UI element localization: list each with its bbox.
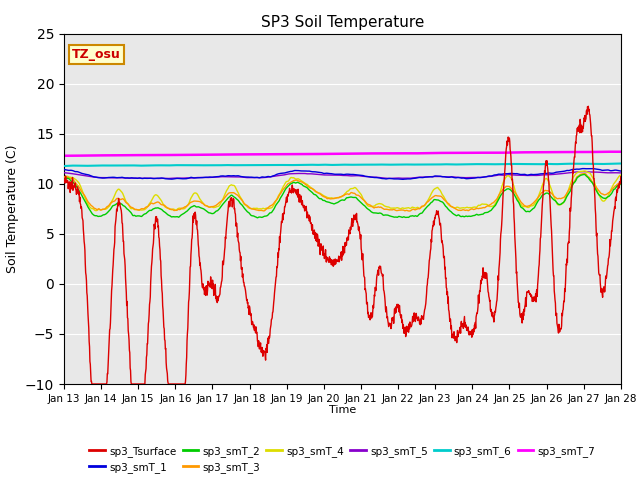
sp3_smT_2 [253,215,261,221]
sp3_smT_5 [551,171,559,177]
sp3_smT_3 [60,174,68,180]
sp3_smT_2 [246,212,254,217]
sp3_smT_4 [502,174,509,180]
sp3_smT_5 [171,175,179,181]
sp3_smT_6 [551,161,559,167]
sp3_smT_5 [246,175,254,180]
sp3_smT_1 [398,177,406,182]
Line: sp3_smT_7: sp3_smT_7 [64,152,621,156]
sp3_smT_4 [92,208,100,214]
sp3_smT_4 [429,188,437,193]
sp3_smT_7 [170,152,178,158]
Line: sp3_smT_4: sp3_smT_4 [64,171,621,211]
sp3_smT_2 [617,180,625,186]
sp3_Tsurface [60,178,68,183]
sp3_smT_3 [551,194,559,200]
Line: sp3_smT_1: sp3_smT_1 [64,168,621,180]
Y-axis label: Soil Temperature (C): Soil Temperature (C) [6,144,19,273]
sp3_smT_5 [154,176,161,181]
sp3_Tsurface [551,297,559,303]
sp3_smT_4 [184,202,192,207]
sp3_smT_6 [502,161,509,167]
sp3_smT_3 [170,208,178,214]
sp3_smT_2 [184,207,191,213]
sp3_Tsurface [246,312,254,318]
sp3_smT_6 [246,162,254,168]
sp3_smT_4 [617,172,625,178]
sp3_Tsurface [584,103,592,109]
sp3_smT_5 [617,170,625,176]
sp3_smT_3 [429,194,437,200]
sp3_smT_7 [429,150,436,156]
sp3_smT_2 [551,198,559,204]
Line: sp3_smT_5: sp3_smT_5 [64,172,621,179]
sp3_smT_7 [551,149,559,155]
sp3_smT_4 [246,205,254,211]
Line: sp3_smT_6: sp3_smT_6 [64,164,621,166]
sp3_smT_6 [184,162,191,168]
sp3_smT_2 [170,214,178,220]
sp3_smT_2 [429,198,437,204]
X-axis label: Time: Time [329,405,356,415]
sp3_smT_7 [607,149,614,155]
sp3_smT_1 [551,169,559,175]
sp3_smT_7 [617,149,625,155]
sp3_smT_4 [551,196,559,202]
sp3_smT_7 [184,152,191,158]
sp3_smT_5 [580,169,588,175]
sp3_smT_1 [60,167,68,172]
sp3_smT_1 [579,166,587,171]
sp3_smT_7 [246,152,254,157]
sp3_smT_1 [170,176,178,181]
sp3_smT_3 [246,205,254,211]
sp3_smT_3 [502,184,509,190]
sp3_smT_2 [60,176,68,182]
sp3_smT_1 [184,176,191,181]
sp3_smT_4 [60,174,68,180]
sp3_smT_1 [246,174,254,180]
sp3_smT_3 [184,202,191,208]
sp3_smT_3 [617,181,625,187]
sp3_smT_7 [60,153,68,159]
sp3_smT_6 [429,162,436,168]
Line: sp3_smT_2: sp3_smT_2 [64,174,621,218]
Line: sp3_Tsurface: sp3_Tsurface [64,106,621,384]
sp3_smT_5 [429,174,437,180]
sp3_smT_5 [502,172,509,178]
sp3_Tsurface [502,150,509,156]
sp3_smT_6 [617,161,625,167]
sp3_Tsurface [617,174,625,180]
sp3_smT_2 [502,187,509,192]
sp3_Tsurface [171,381,179,387]
sp3_smT_6 [60,163,68,169]
sp3_smT_3 [406,208,413,214]
sp3_smT_4 [580,168,588,174]
sp3_smT_2 [580,171,588,177]
sp3_smT_4 [171,207,179,213]
sp3_Tsurface [429,223,437,229]
Legend: sp3_Tsurface, sp3_smT_1, sp3_smT_2, sp3_smT_3, sp3_smT_4, sp3_smT_5, sp3_smT_6, : sp3_Tsurface, sp3_smT_1, sp3_smT_2, sp3_… [85,442,600,477]
sp3_smT_5 [184,175,192,181]
sp3_smT_5 [60,170,68,176]
sp3_Tsurface [184,313,192,319]
Line: sp3_smT_3: sp3_smT_3 [64,174,621,211]
Text: TZ_osu: TZ_osu [72,48,121,61]
sp3_smT_6 [170,162,178,168]
sp3_smT_3 [580,171,588,177]
sp3_Tsurface [88,381,96,387]
sp3_smT_7 [502,150,509,156]
Title: SP3 Soil Temperature: SP3 Soil Temperature [260,15,424,30]
sp3_smT_1 [429,174,437,180]
sp3_smT_1 [617,168,625,174]
sp3_smT_1 [502,171,509,177]
